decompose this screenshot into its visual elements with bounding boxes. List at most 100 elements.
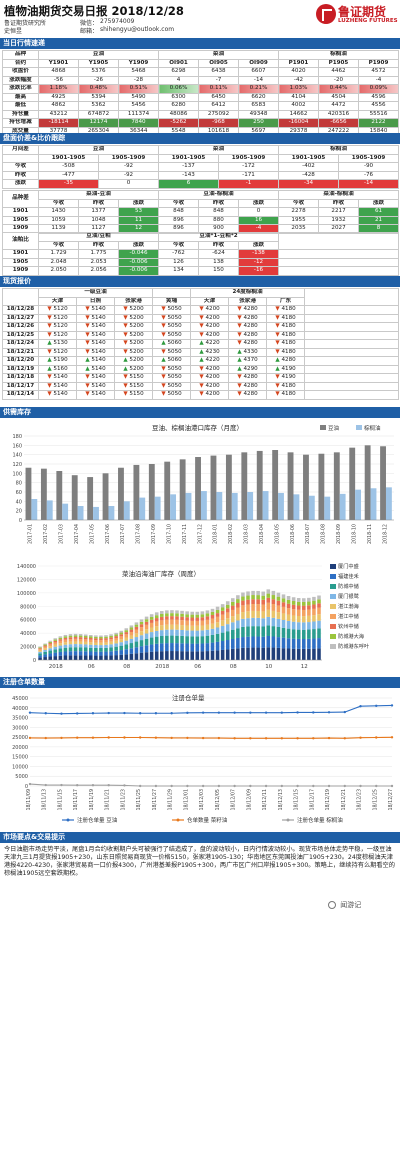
- stack-segment: [43, 657, 47, 660]
- x-tick-label: 18/12/21: [341, 789, 347, 811]
- stack-segment: [190, 625, 194, 631]
- stack-segment: [53, 639, 58, 641]
- stack-segment: [180, 620, 184, 626]
- spot-price-value: 4280: [241, 391, 258, 397]
- arrow-down-icon: ▼: [161, 314, 166, 321]
- stack-segment: [43, 644, 47, 646]
- spot-price-value: 4280: [279, 357, 296, 363]
- x-tick-label: 18/11/19: [89, 789, 95, 811]
- stack-segment: [53, 640, 58, 643]
- stack-segment: [38, 655, 42, 658]
- spot-price-value: 4190: [279, 365, 296, 372]
- spot-price-cell: ▼ 4280: [228, 390, 268, 400]
- ratio-cell: 150: [198, 266, 239, 276]
- spot-price-value: 5050: [165, 323, 182, 329]
- spot-row: 18/12/25 ▼ 5120 ▼ 5140 ▼ 5200 ▼ 5050 ▼ 4200 ▼ …: [2, 330, 400, 340]
- x-tick-label: 2018-07: [305, 524, 311, 544]
- stack-segment: [129, 635, 134, 639]
- arrow-down-icon: ▼: [123, 374, 128, 380]
- stack-segment: [241, 596, 245, 601]
- stack-segment: [78, 635, 83, 638]
- ratio-cell: 134: [158, 266, 199, 276]
- stack-segment: [134, 641, 139, 648]
- stack-segment: [83, 655, 88, 660]
- arrow-down-icon: ▼: [275, 306, 280, 312]
- stack-segment: [231, 605, 235, 610]
- stack-segment: [180, 610, 184, 614]
- ratio-row: 1901 1.729 1.775 -0.046 -762 -624 -138: [2, 249, 399, 259]
- legend-marker: [66, 818, 70, 822]
- spot-date: 18/12/25: [2, 330, 39, 340]
- stack-segment: [175, 616, 179, 620]
- stack-segment: [205, 613, 210, 617]
- cross-spread-label: 品种差: [2, 190, 39, 208]
- stack-segment: [144, 629, 149, 634]
- spot-price-value: 4280: [241, 340, 258, 346]
- stack-segment: [104, 636, 108, 639]
- arrow-down-icon: ▼: [85, 340, 90, 346]
- series-point: [280, 737, 284, 740]
- x-tick-label: 2018-05: [274, 524, 280, 544]
- stack-segment: [99, 655, 103, 660]
- chart-registered-warrants: 注册仓单量 0 5000 10000 15000 20000 25000 30000 35000…: [12, 693, 394, 824]
- stack-segment: [170, 619, 174, 625]
- quote-cell: 14662: [278, 109, 319, 119]
- stack-segment: [220, 610, 225, 615]
- arrow-down-icon: ▼: [237, 391, 242, 397]
- spot-price-value: 5060: [165, 340, 182, 346]
- spot-price-cell: ▼ 5120: [38, 313, 77, 323]
- stack-segment: [215, 650, 220, 660]
- quote-cell: 250: [238, 118, 279, 128]
- spot-price-cell: ▲ 4370: [228, 356, 268, 366]
- stack-segment: [195, 620, 200, 626]
- quotes-row: 持仓增减 -18114 12174 7840 -5262 -968 250 -16004 -66…: [2, 118, 400, 128]
- stack-segment: [160, 620, 164, 626]
- stack-segment: [73, 644, 78, 648]
- stack-segment: [38, 653, 42, 656]
- spot-price-value: 5140: [89, 365, 106, 372]
- contract-y1901: Y1901: [38, 58, 79, 68]
- quote-cell: 4504: [318, 92, 359, 102]
- arrow-up-icon: ▲: [123, 357, 128, 363]
- stack-segment: [170, 635, 174, 644]
- cross-spread-cell: 1059: [38, 215, 79, 225]
- stack-segment: [317, 595, 321, 600]
- quotes-row: 持仓量 43212 674872 111374 48086 275092 49348 1466…: [2, 109, 400, 119]
- arrow-up-icon: ▲: [123, 365, 128, 372]
- stack-segment: [236, 637, 240, 649]
- spot-price-cell: ▲ 5200: [113, 364, 154, 374]
- legend-marker: [286, 818, 290, 822]
- spot-price-cell: ▼ 4200: [190, 330, 230, 340]
- stack-segment: [129, 648, 134, 654]
- stack-segment: [68, 651, 73, 656]
- stack-segment: [114, 655, 118, 660]
- stack-segment: [73, 633, 78, 636]
- y-tick-label: 60000: [20, 618, 36, 624]
- arrow-down-icon: ▼: [161, 374, 166, 380]
- stack-segment: [317, 614, 321, 621]
- quotes-row: 收盘价 4868 5376 5468 6298 6438 6607 4020 4462 4572: [2, 67, 400, 77]
- stack-segment: [246, 591, 250, 596]
- spot-price-cell: ▼ 5140: [76, 313, 115, 323]
- email-address[interactable]: shihengyu@outlook.com: [100, 26, 175, 33]
- spot-price-cell: ▼ 5140: [76, 390, 115, 400]
- stack-segment: [190, 611, 194, 615]
- stack-segment: [266, 609, 271, 617]
- stack-segment: [58, 651, 63, 656]
- legend-swatch: [330, 634, 336, 639]
- stack-segment: [139, 621, 144, 625]
- spot-price-cell: ▲ 4330: [228, 347, 268, 357]
- quote-cell: 5490: [118, 92, 159, 102]
- legend-label: 豆油: [328, 424, 340, 432]
- stack-segment: [43, 649, 47, 652]
- spot-city-head: 日照: [76, 296, 115, 306]
- stack-segment: [109, 644, 113, 648]
- series-point: [327, 784, 331, 788]
- arrow-down-icon: ▼: [161, 348, 166, 355]
- stack-segment: [124, 644, 129, 650]
- stack-segment: [99, 636, 103, 639]
- stack-segment: [139, 635, 144, 641]
- stack-segment: [149, 616, 154, 620]
- stack-segment: [114, 634, 118, 637]
- series-point: [327, 736, 331, 740]
